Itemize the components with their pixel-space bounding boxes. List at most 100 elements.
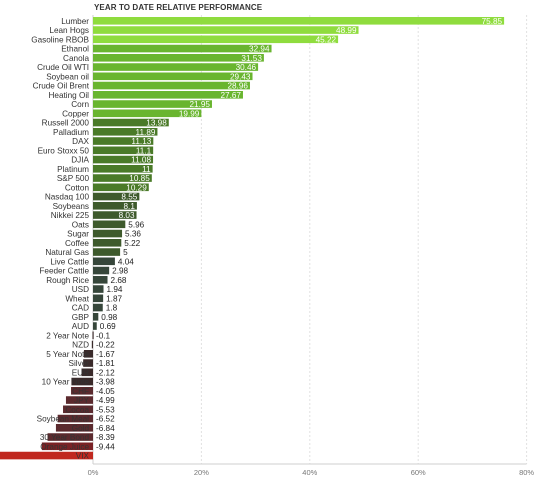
value-label: 30.46 — [236, 63, 257, 72]
category-label: Corn — [71, 100, 89, 109]
category-label: Euro Stoxx 50 — [38, 146, 90, 155]
bar — [93, 54, 264, 62]
bar — [93, 165, 153, 173]
x-tick-label: 40% — [302, 468, 317, 477]
value-label: 11.89 — [136, 128, 156, 137]
value-label: 13.98 — [146, 119, 167, 128]
category-label: 10 Year Note — [42, 378, 90, 387]
x-tick-label: 80% — [519, 468, 534, 477]
bar — [93, 183, 149, 192]
category-label: USD — [72, 285, 89, 294]
value-label: 32.94 — [249, 45, 270, 54]
bar — [93, 44, 272, 53]
bar — [81, 368, 93, 377]
value-label: -5.53 — [96, 405, 115, 414]
category-label: AUD — [72, 322, 89, 331]
bar — [93, 294, 104, 303]
category-label: Copper — [62, 109, 89, 118]
value-label: -1.67 — [96, 350, 115, 359]
value-label: 48.99 — [336, 26, 357, 35]
category-label: 5 Year Note — [46, 350, 89, 359]
value-label: -8.39 — [96, 433, 115, 442]
bar — [55, 424, 93, 432]
value-label: 11.08 — [131, 156, 151, 165]
category-label: Live Cattle — [50, 257, 89, 266]
bar — [93, 128, 158, 136]
bar — [93, 202, 137, 210]
category-label: Cotton — [65, 183, 90, 192]
category-label: 2 Year Note — [46, 331, 89, 340]
bar — [93, 109, 202, 118]
value-label: 5.96 — [128, 220, 144, 229]
value-label: 8.55 — [121, 193, 137, 202]
value-label: 4.04 — [118, 257, 134, 266]
bars — [0, 17, 505, 460]
value-label: -0.22 — [96, 341, 115, 350]
value-label: 27.67 — [220, 91, 241, 100]
value-label: 2.98 — [112, 267, 128, 276]
bar — [93, 17, 505, 25]
category-label: NZD — [72, 341, 89, 350]
value-label: -9.44 — [96, 442, 115, 451]
category-label: S&P 500 — [57, 174, 90, 183]
bar — [93, 257, 115, 266]
value-label: -3.98 — [96, 378, 115, 387]
bar — [0, 451, 93, 460]
value-label: 11.13 — [131, 137, 151, 146]
category-label: VIX — [76, 452, 90, 461]
bar — [93, 220, 126, 229]
bar — [47, 433, 93, 441]
bar — [93, 146, 154, 155]
bar — [71, 377, 93, 386]
value-label: 2.68 — [111, 276, 127, 285]
category-label: Gold — [72, 424, 90, 433]
category-label: CAD — [72, 304, 89, 313]
category-label: Rough Rice — [46, 276, 89, 285]
category-label: Crude Oil WTI — [37, 63, 89, 72]
value-label: 29.43 — [230, 72, 251, 81]
category-label: Palladium — [53, 128, 89, 137]
category-label: Canola — [63, 54, 89, 63]
bar — [93, 35, 339, 44]
value-label: 11.1 — [136, 146, 152, 155]
category-label: CHF — [72, 387, 89, 396]
value-label: -1.81 — [96, 359, 115, 368]
category-label: Crude Oil Brent — [33, 82, 90, 91]
bar — [93, 26, 359, 34]
bar — [93, 303, 103, 312]
value-label: 28.96 — [227, 82, 248, 91]
value-label: 5 — [123, 248, 128, 257]
value-label: 0.98 — [101, 313, 117, 322]
category-label: Silver — [69, 359, 90, 368]
bar — [63, 405, 93, 414]
bar — [91, 340, 94, 349]
value-label: 5.36 — [125, 230, 141, 239]
category-label: JPY — [74, 396, 90, 405]
bar — [93, 63, 259, 71]
value-label: 1.8 — [106, 304, 118, 313]
bar — [41, 442, 93, 451]
value-label: 10.29 — [126, 183, 147, 192]
bar — [93, 285, 104, 293]
bar — [93, 266, 110, 275]
bar — [93, 174, 152, 182]
category-label: Feeder Cattle — [39, 267, 89, 276]
bar — [93, 81, 250, 90]
category-label: Coffee — [65, 239, 89, 248]
value-label: 21.95 — [189, 100, 210, 109]
category-label: Sugar — [67, 230, 89, 239]
value-label: 75.85 — [482, 17, 503, 26]
category-label: DAX — [72, 137, 89, 146]
value-label: 8.03 — [119, 211, 135, 220]
x-tick-label: 20% — [194, 468, 209, 477]
x-tick-label: 0% — [88, 468, 99, 477]
category-label: Soybean Meal — [37, 415, 90, 424]
category-label: Heating Oil — [48, 91, 89, 100]
value-label: -2.12 — [96, 368, 115, 377]
category-label: Orange Juice — [40, 442, 89, 451]
category-label: Soybeans — [53, 202, 89, 211]
value-label: 1.94 — [107, 285, 123, 294]
value-label: 5.22 — [124, 239, 140, 248]
value-label: 11 — [142, 165, 151, 174]
